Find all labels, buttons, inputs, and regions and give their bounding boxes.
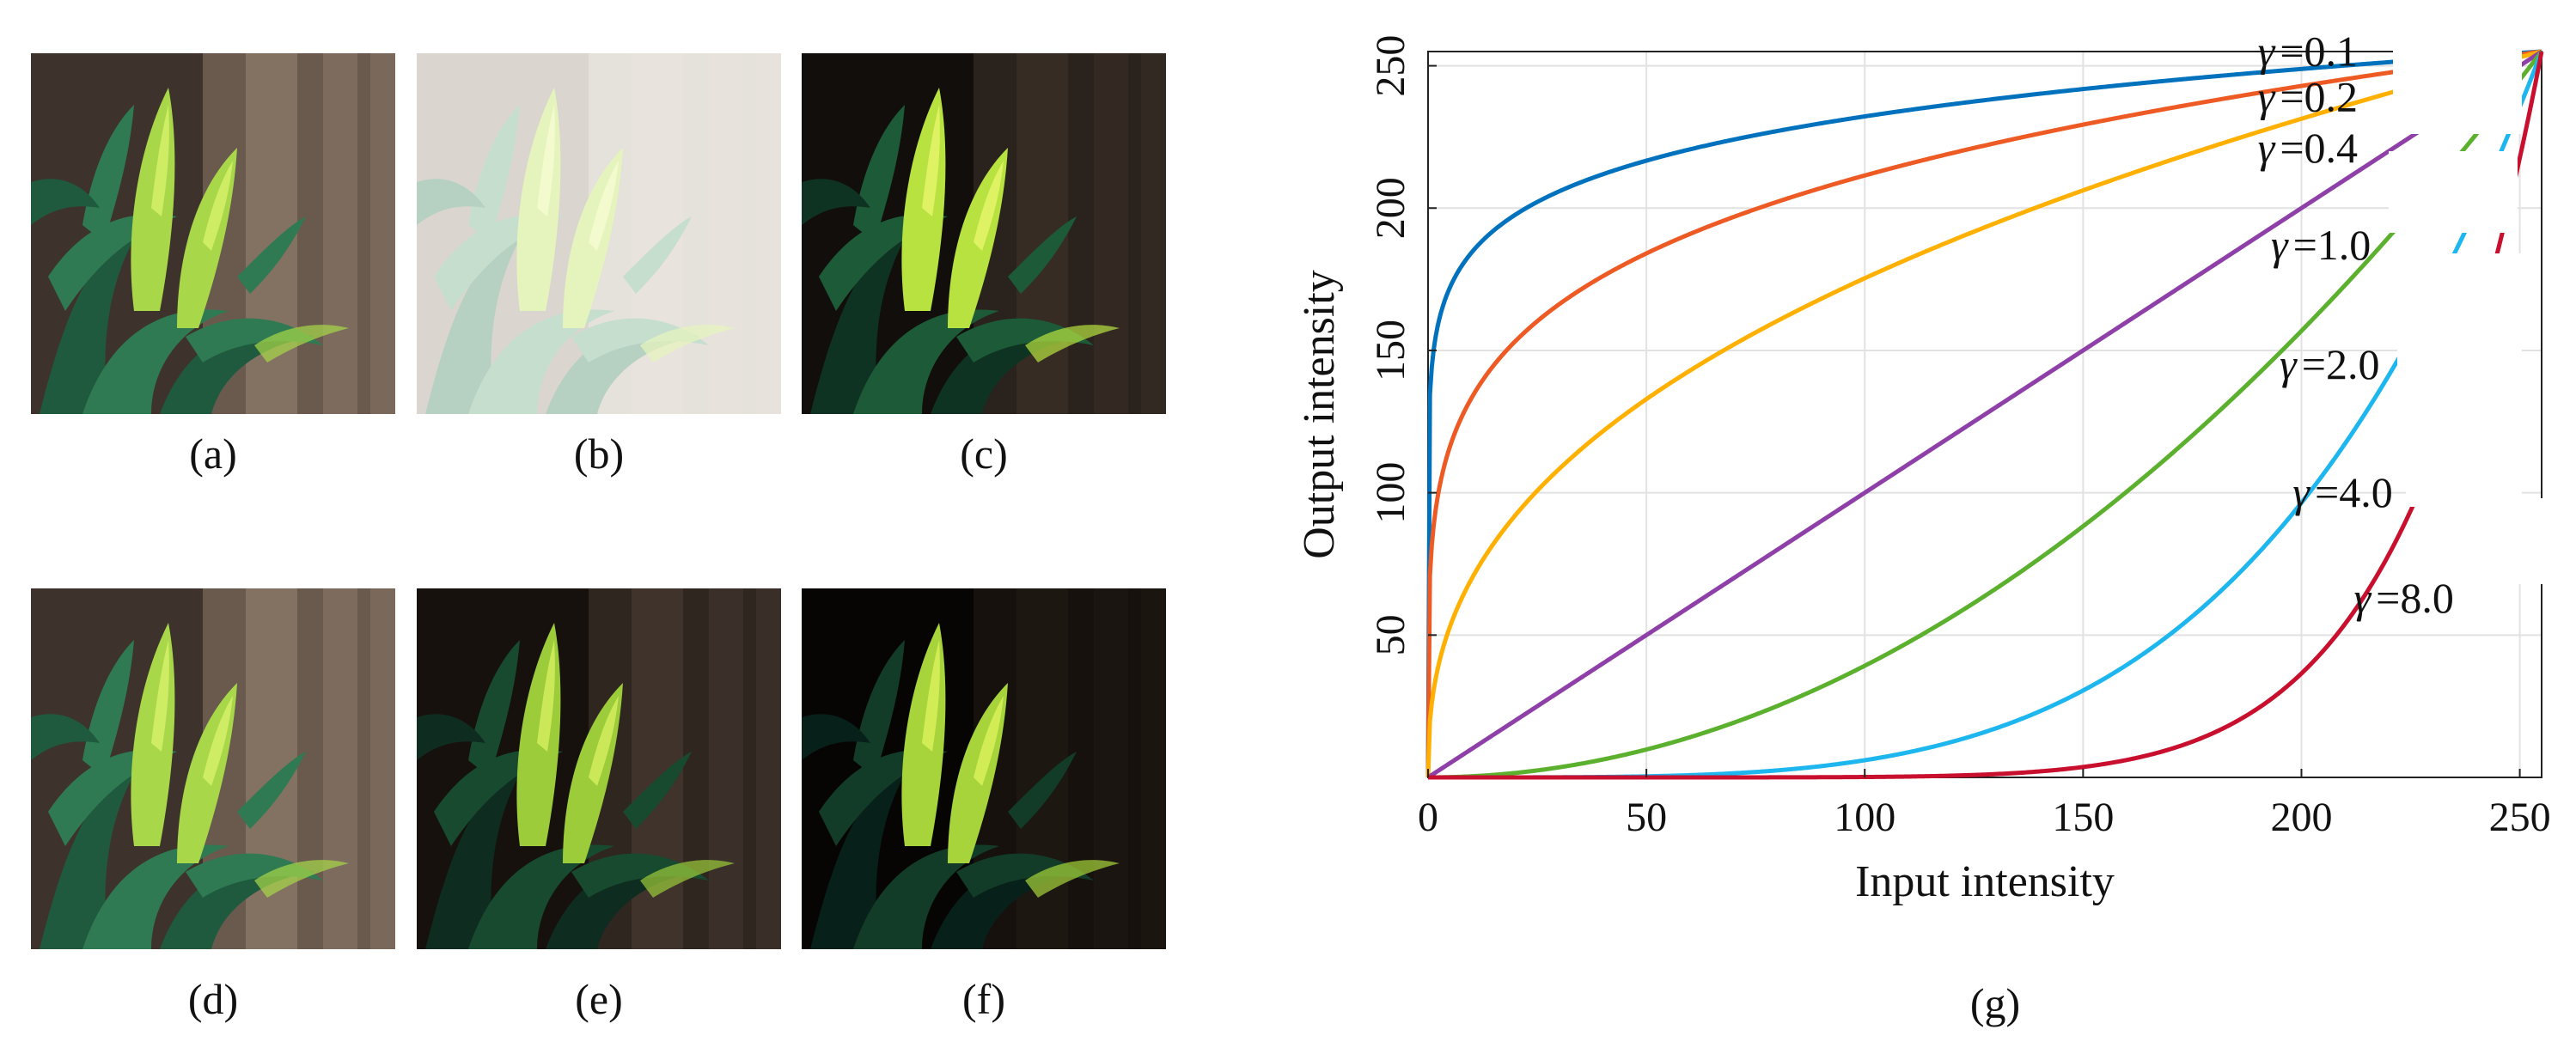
chart-curves bbox=[1425, 49, 2544, 780]
x-tick-label: 0 bbox=[1418, 795, 1438, 840]
caption-c: (c) bbox=[960, 430, 1008, 478]
series-label: γ =0.4 bbox=[2258, 124, 2358, 172]
y-axis-label: Output intensity bbox=[1295, 270, 1344, 559]
label-mask bbox=[2406, 378, 2522, 507]
series-line bbox=[1427, 50, 2543, 780]
caption-d: (d) bbox=[187, 975, 239, 1023]
caption-g: (g) bbox=[1969, 979, 2021, 1027]
x-tick-label: 250 bbox=[2489, 795, 2551, 840]
series-line bbox=[1425, 49, 2542, 778]
series-line bbox=[1425, 49, 2542, 778]
y-tick-label: 50 bbox=[1368, 614, 1413, 655]
x-tick-label: 50 bbox=[1626, 795, 1667, 840]
series-label: γ =2.0 bbox=[2280, 340, 2379, 388]
photo-panel-a bbox=[31, 53, 395, 414]
caption-b: (b) bbox=[573, 430, 625, 478]
photo-panel-b bbox=[417, 53, 781, 414]
series-label: γ =4.0 bbox=[2292, 468, 2392, 516]
y-tick-label: 250 bbox=[1368, 35, 1413, 97]
x-axis-label: Input intensity bbox=[1855, 857, 2115, 906]
y-tick-label: 200 bbox=[1368, 177, 1413, 239]
y-tick-label: 100 bbox=[1368, 462, 1413, 524]
series-label: γ =1.0 bbox=[2271, 221, 2371, 269]
x-tick-label: 200 bbox=[2270, 795, 2332, 840]
label-mask bbox=[2397, 253, 2522, 399]
x-tick-label: 150 bbox=[2052, 795, 2114, 840]
photo-panel-f bbox=[802, 588, 1166, 949]
series-label: γ =0.2 bbox=[2258, 73, 2358, 121]
series-label: γ =0.1 bbox=[2258, 27, 2358, 76]
label-mask bbox=[2393, 50, 2522, 93]
series-label: γ =8.0 bbox=[2353, 574, 2453, 622]
label-mask bbox=[2389, 151, 2518, 233]
label-mask bbox=[2432, 498, 2548, 584]
chart-ticks: 0 50 100 150 200 250 50 100 150 200 250 bbox=[1368, 35, 2551, 840]
caption-e: (e) bbox=[575, 975, 623, 1023]
series-line bbox=[1427, 51, 2544, 780]
photo-panel-c bbox=[802, 53, 1166, 414]
label-mask bbox=[2393, 89, 2522, 134]
series-line bbox=[1425, 49, 2542, 778]
chart-series-labels: γ =0.1γ =0.2γ =0.4 γ =1.0 γ =2.0 γ =4.0 γ =8.0 bbox=[2258, 17, 2548, 622]
caption-f: (f) bbox=[962, 975, 1005, 1023]
gamma-chart: 0 50 100 150 200 250 50 100 150 200 250 γ =0.1γ =0.2… bbox=[1295, 17, 2551, 906]
photo-panel-d bbox=[31, 588, 395, 949]
caption-a: (a) bbox=[189, 430, 237, 478]
series-line bbox=[1426, 49, 2543, 780]
y-tick-label: 150 bbox=[1368, 320, 1413, 381]
x-tick-label: 100 bbox=[1834, 795, 1895, 840]
photo-panel-e bbox=[417, 588, 781, 949]
